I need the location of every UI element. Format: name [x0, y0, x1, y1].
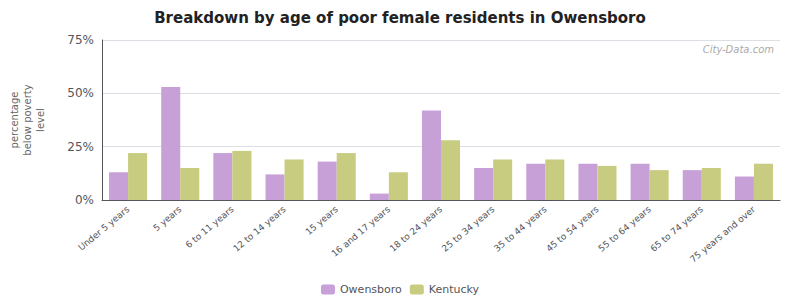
svg-text:level: level	[35, 108, 46, 132]
svg-text:65 to 74 years: 65 to 74 years	[649, 204, 706, 254]
svg-text:Owensboro: Owensboro	[340, 283, 402, 296]
svg-text:25 to 34 years: 25 to 34 years	[440, 204, 497, 254]
svg-text:City-Data.com: City-Data.com	[703, 44, 775, 55]
svg-text:Under 5 years: Under 5 years	[76, 204, 131, 253]
svg-text:5 years: 5 years	[151, 204, 183, 233]
svg-text:Kentucky: Kentucky	[429, 283, 480, 296]
svg-text:75%: 75%	[67, 33, 94, 47]
svg-text:below poverty: below poverty	[22, 84, 33, 155]
svg-text:45 to 54 years: 45 to 54 years	[544, 204, 601, 254]
svg-text:25%: 25%	[67, 140, 94, 154]
svg-text:55 to 64 years: 55 to 64 years	[596, 204, 653, 254]
svg-text:6 to 11 years: 6 to 11 years	[184, 204, 236, 250]
svg-text:50%: 50%	[67, 86, 94, 100]
svg-text:35 to 44 years: 35 to 44 years	[492, 204, 549, 254]
svg-text:18 to 24 years: 18 to 24 years	[388, 204, 445, 254]
svg-text:12 to 14 years: 12 to 14 years	[231, 204, 288, 254]
svg-text:15 years: 15 years	[304, 204, 341, 237]
svg-text:16 and 17 years: 16 and 17 years	[330, 204, 393, 259]
svg-text:percentage: percentage	[9, 92, 20, 149]
svg-text:0%: 0%	[75, 193, 94, 207]
svg-text:Breakdown by age of poor femal: Breakdown by age of poor female resident…	[154, 9, 646, 27]
svg-text:75 years and over: 75 years and over	[688, 204, 757, 264]
